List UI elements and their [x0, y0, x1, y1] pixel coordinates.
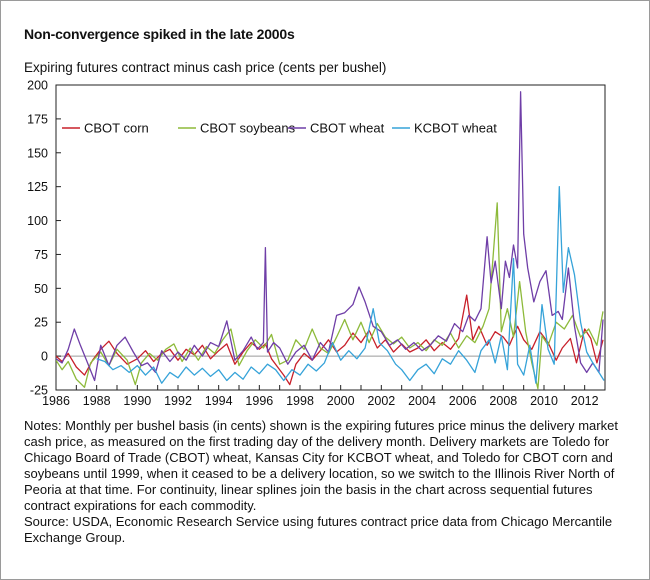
x-axis: 1986 1988 1990 1992 1994 1996 1998 2000 2002 2004… — [42, 385, 606, 408]
y-tick-label: 125 — [27, 180, 48, 194]
x-tick-label: 2012 — [571, 394, 599, 408]
x-tick-label: 1988 — [83, 394, 111, 408]
source-text: Source: USDA, Economic Research Service … — [24, 514, 613, 545]
x-tick-label: 1992 — [164, 394, 192, 408]
legend-label: KCBOT wheat — [414, 121, 497, 136]
y-tick-label: 150 — [27, 146, 48, 160]
notes-text: Notes: Monthly per bushel basis (in cent… — [24, 418, 618, 513]
x-tick-label: 2008 — [489, 394, 517, 408]
x-tick-label: 2010 — [530, 394, 558, 408]
series-line-cbot-wheat — [56, 91, 604, 382]
x-tick-label: 1986 — [42, 394, 70, 408]
y-tick-label: 50 — [34, 282, 48, 296]
y-tick-label: 0 — [41, 350, 48, 364]
y-tick-label: 75 — [34, 248, 48, 262]
y-tick-label: -25 — [30, 384, 48, 398]
x-tick-label: 1994 — [205, 394, 233, 408]
y-axis: -25 0 25 50 75 100 125 150 175 200 — [27, 79, 61, 398]
y-tick-label: 175 — [27, 112, 48, 126]
x-tick-label: 1990 — [123, 394, 151, 408]
legend-label: CBOT soybeans — [200, 121, 296, 136]
y-tick-label: 100 — [27, 214, 48, 228]
legend-label: CBOT wheat — [310, 121, 385, 136]
chart-notes: Notes: Monthly per bushel basis (in cent… — [24, 418, 624, 546]
y-axis-label: Expiring futures contract minus cash pri… — [24, 60, 387, 75]
legend: CBOT corn CBOT soybeans CBOT wheat KCBOT wh… — [62, 121, 497, 136]
series-line-cbot-soybeans — [56, 202, 604, 390]
chart-title: Non-convergence spiked in the late 2000s — [24, 26, 295, 42]
x-tick-label: 2006 — [449, 394, 477, 408]
x-tick-label: 2004 — [408, 394, 436, 408]
y-tick-label: 25 — [34, 316, 48, 330]
x-tick-label: 2000 — [327, 394, 355, 408]
plot-area — [55, 84, 606, 391]
series-line-kcbot-wheat — [96, 186, 605, 384]
x-tick-label: 2002 — [367, 394, 395, 408]
legend-label: CBOT corn — [84, 121, 149, 136]
x-tick-label: 1998 — [286, 394, 314, 408]
series-group — [56, 91, 605, 390]
x-tick-label: 1996 — [245, 394, 273, 408]
y-tick-label: 200 — [27, 79, 48, 93]
